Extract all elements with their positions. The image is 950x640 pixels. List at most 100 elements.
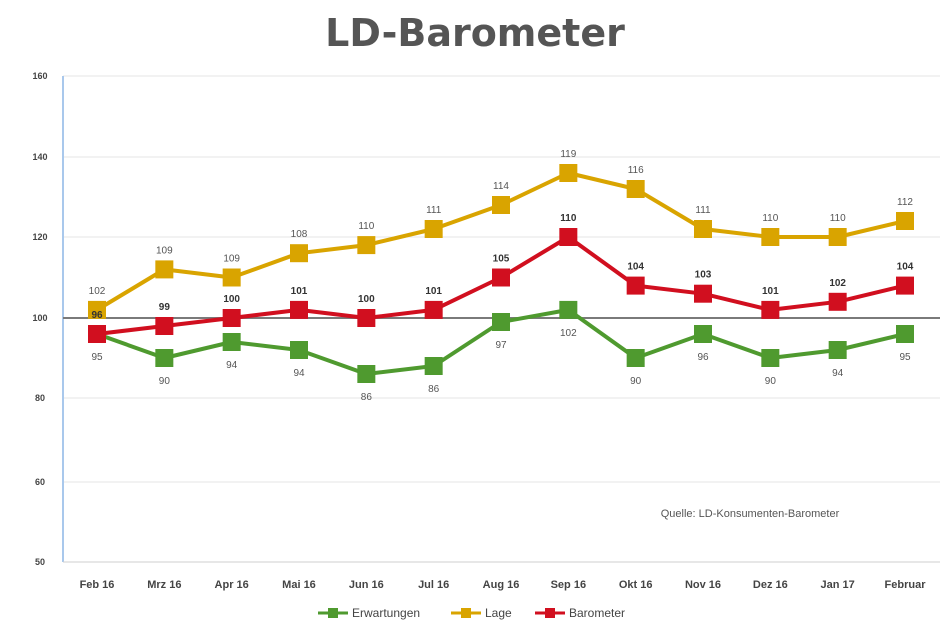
marker-lage	[559, 164, 578, 182]
legend-marker	[328, 608, 338, 618]
y-tick-label: 120	[32, 232, 47, 242]
marker-lage	[88, 300, 106, 319]
marker-barometer	[761, 300, 780, 319]
y-tick-label: 140	[32, 152, 47, 162]
marker-lage	[828, 228, 847, 246]
data-label-erwartungen: 90	[630, 376, 642, 387]
marker-lage	[222, 268, 241, 287]
y-tick-label: 100	[32, 313, 47, 323]
x-tick-label: Dez 16	[753, 579, 788, 591]
x-tick-label: Feb 16	[80, 579, 115, 591]
data-label-barometer: 102	[829, 278, 846, 289]
marker-barometer	[896, 276, 914, 295]
x-tick-label: Mai 16	[282, 579, 316, 591]
marker-lage	[492, 196, 510, 214]
series-line-lage	[95, 171, 906, 312]
marker-lage	[761, 228, 780, 246]
legend-item-barometer: Barometer	[535, 606, 625, 620]
data-label-lage: 108	[291, 229, 308, 240]
data-label-lage: 111	[426, 205, 442, 216]
data-label-barometer: 110	[560, 213, 577, 224]
data-label-erwartungen: 96	[697, 352, 709, 363]
marker-barometer	[424, 300, 443, 319]
data-label-lage: 111	[695, 205, 711, 216]
x-tick-label: Nov 16	[685, 579, 721, 591]
legend-label: Lage	[485, 606, 512, 620]
marker-lage	[290, 244, 308, 263]
marker-barometer	[694, 284, 712, 303]
marker-lage	[626, 180, 645, 198]
data-label-barometer: 101	[291, 286, 308, 297]
data-label-barometer: 100	[223, 294, 240, 305]
data-label-erwartungen: 94	[832, 368, 844, 379]
marker-erwartungen	[761, 349, 780, 367]
marker-erwartungen	[626, 349, 645, 367]
x-tick-label: Jul 16	[418, 579, 449, 591]
data-label-barometer: 100	[358, 294, 375, 305]
data-label-erwartungen: 97	[495, 340, 507, 351]
marker-lage	[424, 220, 443, 238]
data-label-barometer: 105	[493, 254, 510, 265]
data-label-erwartungen: 86	[361, 392, 373, 403]
marker-lage	[896, 212, 914, 230]
marker-lage	[357, 236, 376, 255]
x-tick-label: Jun 16	[349, 579, 384, 591]
y-tick-label: 60	[35, 477, 45, 487]
y-tick-label: 160	[32, 71, 47, 81]
legend-marker	[545, 608, 555, 618]
marker-erwartungen	[694, 325, 712, 343]
data-label-barometer: 99	[159, 302, 171, 313]
marker-erwartungen	[155, 349, 174, 367]
source-annotation: Quelle: LD-Konsumenten-Barometer	[661, 508, 840, 520]
marker-barometer	[828, 292, 847, 311]
legend: Erwartungen Lage Barometer	[318, 606, 625, 620]
data-label-barometer: 101	[762, 286, 779, 297]
data-labels: 95 90 94 94 86 86 97 102 90 96 90 94 95 102 109 109 108 1…	[89, 149, 914, 403]
x-tick-labels: Feb 16 Mrz 16 Apr 16 Mai 16 Jun 16 Jul 16 Aug …	[80, 579, 927, 591]
data-label-barometer: 104	[627, 262, 644, 273]
data-label-erwartungen: 95	[91, 352, 103, 363]
legend-item-lage: Lage	[451, 606, 512, 620]
data-label-lage: 112	[897, 197, 913, 208]
x-tick-label: Jan 17	[821, 579, 855, 591]
marker-barometer	[492, 268, 510, 287]
data-label-lage: 116	[628, 165, 644, 176]
data-label-lage: 110	[762, 213, 778, 224]
data-label-lage: 114	[493, 181, 509, 192]
data-label-erwartungen: 95	[899, 352, 911, 363]
marker-erwartungen	[424, 357, 443, 375]
legend-item-erwartungen: Erwartungen	[318, 606, 420, 620]
marker-erwartungen	[828, 341, 847, 359]
y-tick-labels: 50 60 80 100 120 140 160	[32, 71, 47, 567]
marker-erwartungen	[357, 365, 376, 383]
x-tick-label: Mrz 16	[147, 579, 181, 591]
data-label-erwartungen: 94	[293, 368, 305, 379]
marker-barometer	[222, 309, 241, 327]
data-label-erwartungen: 90	[765, 376, 777, 387]
x-tick-label: Februar	[885, 579, 927, 591]
marker-erwartungen	[290, 341, 308, 359]
data-label-barometer: 103	[695, 270, 712, 281]
data-label-erwartungen: 94	[226, 360, 238, 371]
data-label-lage: 110	[358, 221, 374, 232]
x-tick-label: Okt 16	[619, 579, 653, 591]
data-label-erwartungen: 90	[159, 376, 171, 387]
data-label-barometer: 104	[897, 262, 914, 273]
marker-barometer	[626, 276, 645, 295]
x-tick-label: Apr 16	[215, 579, 249, 591]
x-tick-label: Aug 16	[483, 579, 520, 591]
marker-barometer	[559, 228, 578, 246]
data-label-barometer: 96	[91, 310, 103, 321]
legend-label: Barometer	[569, 606, 625, 620]
marker-barometer	[290, 300, 308, 319]
marker-erwartungen	[492, 313, 510, 331]
y-tick-label: 80	[35, 393, 45, 403]
marker-lage	[694, 220, 712, 238]
data-label-lage: 109	[156, 245, 173, 256]
data-label-lage: 102	[89, 286, 106, 297]
series-layer	[88, 164, 914, 383]
marker-lage	[155, 260, 174, 279]
marker-erwartungen	[559, 300, 578, 319]
marker-barometer	[88, 325, 106, 343]
